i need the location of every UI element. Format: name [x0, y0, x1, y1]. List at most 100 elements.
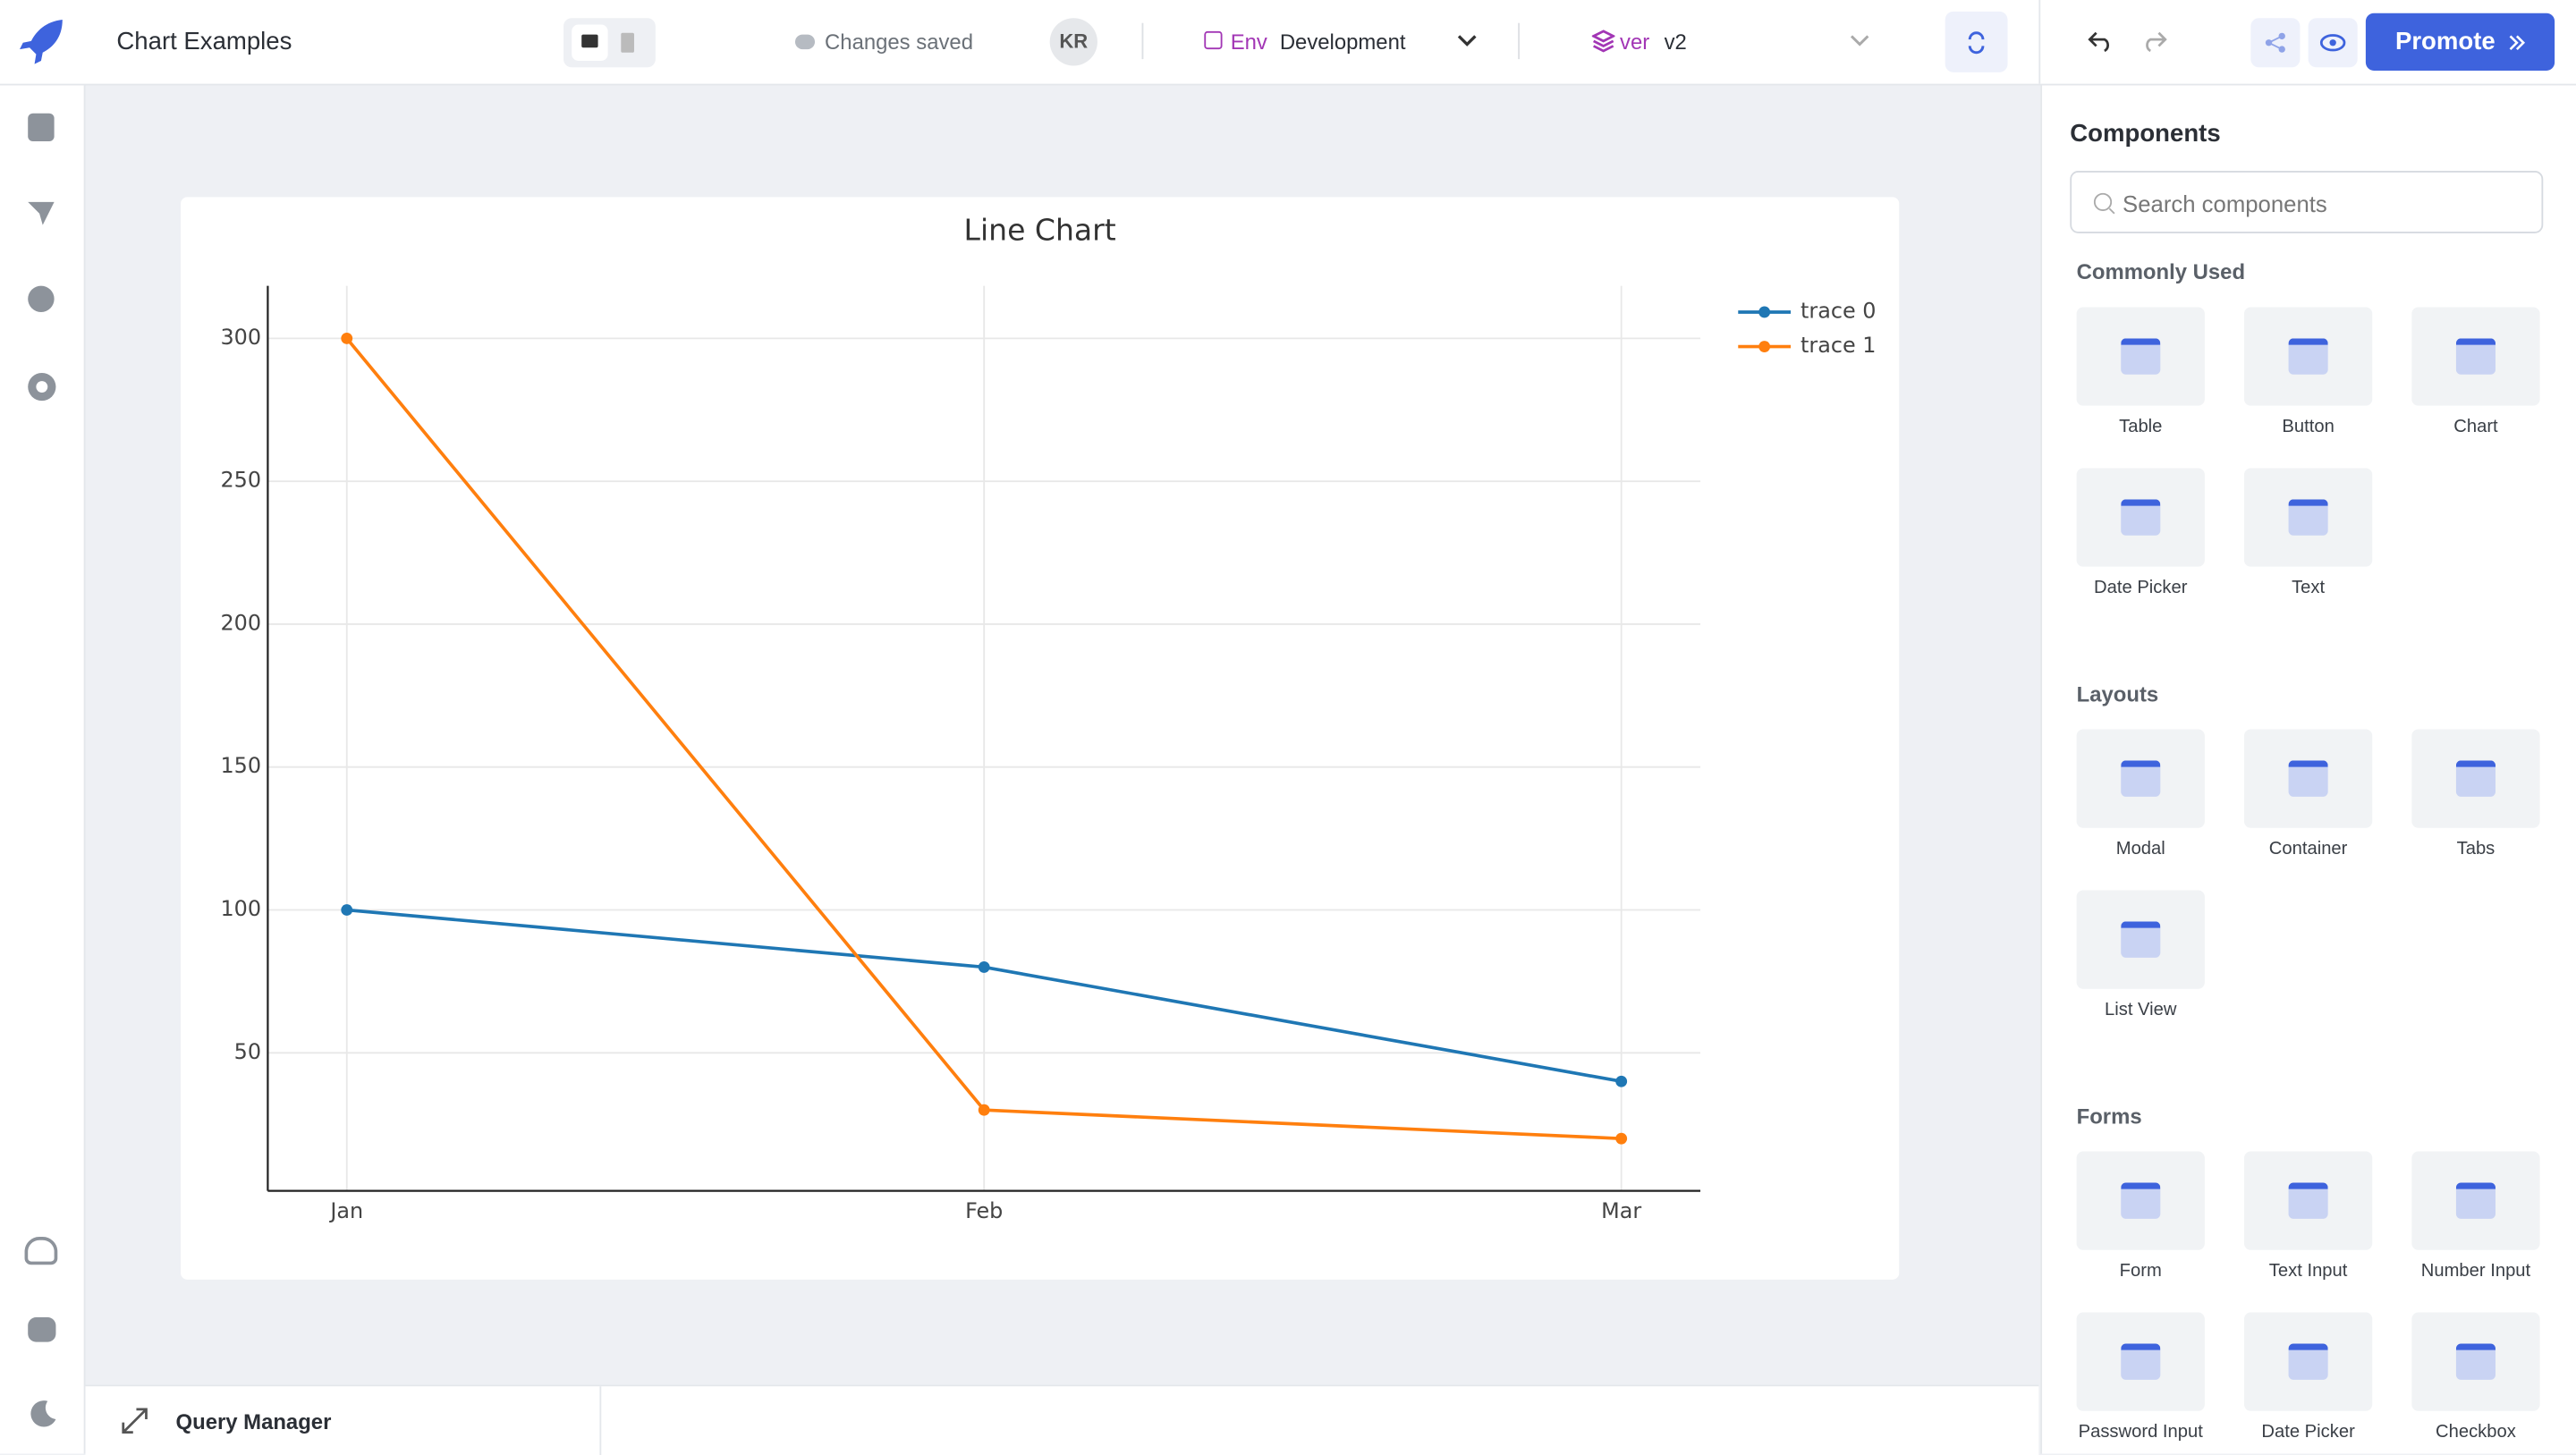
component-tile[interactable]	[2076, 307, 2205, 406]
component-tile[interactable]	[2076, 729, 2205, 828]
y-tick-label: 150	[220, 753, 261, 778]
component-label: Tabs	[2456, 839, 2496, 859]
version-dropdown[interactable]	[1848, 33, 1871, 49]
component-tile[interactable]	[2076, 890, 2205, 989]
theme-icon[interactable]	[28, 1400, 57, 1429]
divider	[2038, 0, 2041, 84]
undo-button[interactable]	[2088, 30, 2114, 53]
component-label: Text Input	[2268, 1261, 2348, 1282]
env-dropdown[interactable]	[1455, 33, 1479, 49]
point	[1615, 1132, 1628, 1145]
component-label: Password Input	[2078, 1422, 2203, 1442]
support-icon[interactable]	[24, 1237, 58, 1265]
preview-button[interactable]	[2308, 18, 2358, 68]
legend-swatch	[1758, 306, 1771, 318]
logo[interactable]	[16, 16, 69, 65]
component-tile[interactable]	[2243, 468, 2373, 567]
x-tick-label: Jan	[328, 1198, 363, 1223]
debugger-icon[interactable]	[28, 285, 55, 312]
component-tile[interactable]	[2411, 307, 2540, 406]
share-button[interactable]	[2250, 18, 2301, 68]
component-label: Form	[2119, 1261, 2162, 1282]
top-bar: Chart Examples Changes saved KR Env Deve…	[0, 0, 2576, 86]
legend-label: trace 1	[1801, 333, 1876, 358]
bottom-bar: Query Manager	[85, 1384, 2039, 1455]
point	[978, 960, 990, 973]
env-label: Env	[1230, 30, 1267, 55]
expand-icon[interactable]	[120, 1406, 149, 1435]
component-icon	[2288, 760, 2328, 797]
component-icon	[2455, 760, 2496, 797]
settings-icon[interactable]	[28, 372, 56, 402]
user-avatar[interactable]: KR	[1049, 18, 1097, 66]
x-tick-label: Mar	[1601, 1198, 1641, 1223]
component-tile[interactable]	[2076, 468, 2205, 567]
chart-title: Line Chart	[964, 212, 1116, 247]
promote-label: Promote	[2394, 28, 2496, 56]
desktop-view[interactable]	[572, 24, 608, 61]
version-value[interactable]: v2	[1664, 30, 1687, 55]
components-panel: Components Search components Commonly Us…	[2040, 85, 2576, 1454]
point	[978, 1104, 990, 1116]
component-tile[interactable]	[2243, 1312, 2373, 1411]
legend-label: trace 0	[1801, 298, 1876, 323]
left-sidebar	[0, 85, 86, 1454]
save-status: Changes saved	[825, 30, 973, 55]
component-icon	[2455, 338, 2496, 375]
component-tile[interactable]	[2243, 729, 2373, 828]
section-title: Forms	[2076, 1104, 2142, 1129]
version-label: ver	[1620, 30, 1650, 55]
component-label: Button	[2282, 417, 2334, 437]
legend-swatch	[1758, 341, 1771, 352]
component-tile[interactable]	[2243, 1151, 2373, 1250]
component-label: Date Picker	[2094, 578, 2188, 598]
component-tile[interactable]	[2243, 307, 2373, 406]
env-value[interactable]: Development	[1279, 30, 1406, 55]
component-tile[interactable]	[2411, 729, 2540, 828]
section-title: Layouts	[2076, 681, 2159, 706]
y-tick-label: 50	[234, 1039, 261, 1064]
divider	[1141, 22, 1144, 60]
search-box[interactable]: Search components	[2070, 171, 2544, 233]
component-label: Chart	[2453, 417, 2498, 437]
query-manager[interactable]: Query Manager	[175, 1408, 332, 1434]
component-icon	[2121, 921, 2161, 958]
divider	[599, 1386, 602, 1455]
component-label: Date Picker	[2261, 1422, 2355, 1442]
queries-icon[interactable]	[26, 199, 55, 228]
component-tile[interactable]	[2076, 1312, 2205, 1411]
component-icon	[2288, 1343, 2328, 1380]
point	[341, 332, 353, 344]
component-icon	[2288, 1182, 2328, 1219]
component-icon	[2121, 1343, 2161, 1380]
component-tile[interactable]	[2076, 1151, 2205, 1250]
panel-title: Components	[2070, 120, 2221, 148]
chat-icon[interactable]	[28, 1317, 56, 1342]
component-label: Checkbox	[2436, 1422, 2516, 1442]
component-label: Container	[2268, 839, 2348, 859]
refresh-button[interactable]	[1945, 11, 2008, 72]
component-icon	[2288, 499, 2328, 536]
promote-button[interactable]: Promote	[2365, 13, 2555, 71]
search-placeholder: Search components	[2123, 190, 2327, 217]
chart-widget[interactable]: Line Chart 50 100 150 200 250 300 Jan Feb Mar tra…	[181, 197, 1900, 1280]
component-tile[interactable]	[2411, 1151, 2540, 1250]
pages-icon[interactable]	[28, 113, 55, 141]
y-tick-label: 300	[220, 325, 261, 350]
chart: Line Chart 50 100 150 200 250 300 Jan Feb Mar tra…	[220, 212, 1876, 1223]
mobile-view[interactable]	[621, 32, 634, 53]
env-icon	[1204, 30, 1223, 50]
y-tick-label: 100	[220, 896, 261, 921]
component-tile[interactable]	[2411, 1312, 2540, 1411]
component-icon	[2455, 1343, 2496, 1380]
component-label: Number Input	[2420, 1261, 2531, 1282]
component-label: Table	[2119, 417, 2163, 437]
y-tick-label: 250	[220, 468, 261, 493]
redo-button[interactable]	[2140, 30, 2167, 53]
device-toggle[interactable]	[564, 18, 656, 68]
component-icon	[2121, 338, 2161, 375]
divider	[1518, 22, 1520, 60]
